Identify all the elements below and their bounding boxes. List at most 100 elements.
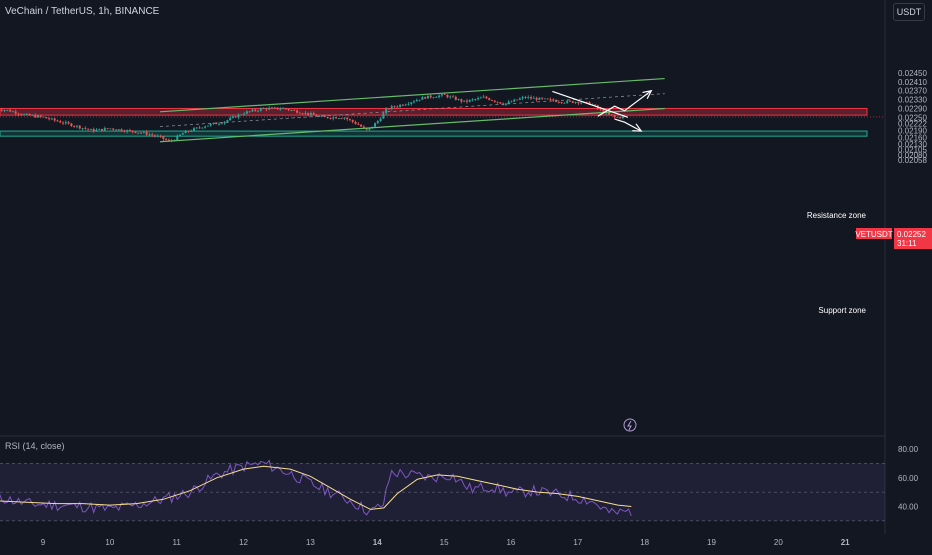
channel-upper-line[interactable] (159, 77, 665, 113)
flash-icon[interactable] (623, 418, 637, 432)
candle-body (128, 130, 131, 131)
x-tick-label: 17 (573, 538, 582, 547)
x-tick-label: 13 (306, 538, 315, 547)
y-tick-label: 0.02450 (898, 69, 927, 78)
candle-body (424, 96, 427, 99)
y-tick-label: 0.02190 (898, 127, 927, 136)
candle-body (396, 106, 399, 108)
y-tick-label: 0.02105 (898, 145, 927, 154)
rsi-y-tick-label: 60.00 (898, 474, 919, 483)
candle-body (218, 123, 221, 125)
bullish-scenario-arrow[interactable] (597, 90, 652, 117)
candle-body (521, 97, 524, 99)
candle-body (580, 102, 583, 104)
candle-body (6, 109, 9, 111)
candle-body (265, 108, 268, 110)
candle-body (11, 111, 14, 113)
candle-body (549, 99, 552, 100)
candle-body (254, 109, 257, 111)
candle-body (84, 127, 87, 129)
candle-body (220, 123, 223, 125)
candle-body (81, 127, 84, 129)
y-tick-label: 0.02290 (898, 104, 927, 113)
candle-body (360, 124, 363, 127)
candle-body (206, 125, 209, 127)
symbol-title: VeChain / TetherUS, 1h, BINANCE (5, 6, 160, 17)
rsi-ma-line[interactable] (0, 465, 632, 510)
candle-body (245, 111, 248, 114)
rsi-legend[interactable]: RSI (14, close) (5, 441, 65, 451)
candle-body (140, 132, 143, 134)
x-tick-label: 11 (173, 538, 182, 547)
candle-body (457, 99, 460, 100)
candle-body (251, 109, 254, 112)
candle-body (574, 102, 577, 103)
candle-body (23, 114, 26, 115)
candle-body (117, 129, 120, 131)
candle-body (234, 116, 237, 118)
descending-trendline[interactable] (552, 90, 629, 118)
candle-body (248, 111, 251, 113)
candle-body (309, 113, 312, 115)
candle-body (454, 96, 457, 100)
candle-body (440, 94, 443, 96)
candle-body (432, 97, 435, 99)
currency-button[interactable]: USDT (893, 3, 925, 21)
candle-body (237, 114, 240, 118)
symbol-tag (856, 228, 892, 239)
candle-body (421, 96, 424, 100)
candle-body (471, 99, 474, 101)
candle-body (318, 115, 321, 117)
candle-body (101, 128, 104, 131)
candle-body (368, 127, 371, 130)
candle-body (112, 128, 115, 130)
bearish-scenario-arrow[interactable] (614, 118, 642, 132)
support-zone[interactable] (0, 130, 868, 137)
candle-body (499, 102, 502, 104)
candle-body (209, 123, 212, 126)
candle-body (279, 108, 282, 110)
candle-body (153, 135, 156, 137)
candle-body (137, 132, 140, 134)
candle-body (530, 97, 533, 99)
candle-body (259, 108, 262, 111)
resistance-zone[interactable] (0, 107, 868, 116)
x-tick-label: 16 (506, 538, 515, 547)
candle-body (301, 113, 304, 115)
x-tick-label: 14 (373, 538, 382, 547)
candle-body (165, 138, 168, 140)
candle-body (374, 123, 377, 127)
candle-body (42, 116, 45, 118)
candle-body (212, 122, 215, 124)
candle-body (167, 139, 170, 141)
candle-body (335, 117, 338, 119)
candle-body (284, 108, 287, 110)
candle-body (557, 101, 560, 103)
candle-body (329, 118, 332, 119)
x-tick-label: 15 (440, 538, 449, 547)
candle-body (410, 102, 413, 104)
candle-body (226, 120, 229, 122)
candle-body (594, 104, 597, 106)
candle-body (262, 108, 265, 109)
candle-body (240, 114, 243, 116)
candle-body (142, 131, 145, 133)
candle-body (507, 101, 510, 104)
candle-body (588, 102, 591, 105)
x-tick-label: 12 (239, 538, 248, 547)
x-tick-label: 18 (640, 538, 649, 547)
price-tag-value: 0.02252 (897, 230, 926, 239)
candle-body (323, 115, 326, 117)
candle-body (159, 135, 162, 137)
candle-body (616, 117, 619, 118)
candle-body (103, 128, 106, 131)
candle-body (357, 123, 360, 125)
price-tag-countdown: 31:11 (897, 239, 917, 248)
candle-body (493, 100, 496, 102)
channel-lower-line[interactable] (159, 107, 665, 143)
channel-mid-line[interactable] (159, 93, 665, 127)
candle-body (510, 101, 513, 103)
candle-body (20, 114, 23, 115)
candle-body (28, 113, 31, 116)
